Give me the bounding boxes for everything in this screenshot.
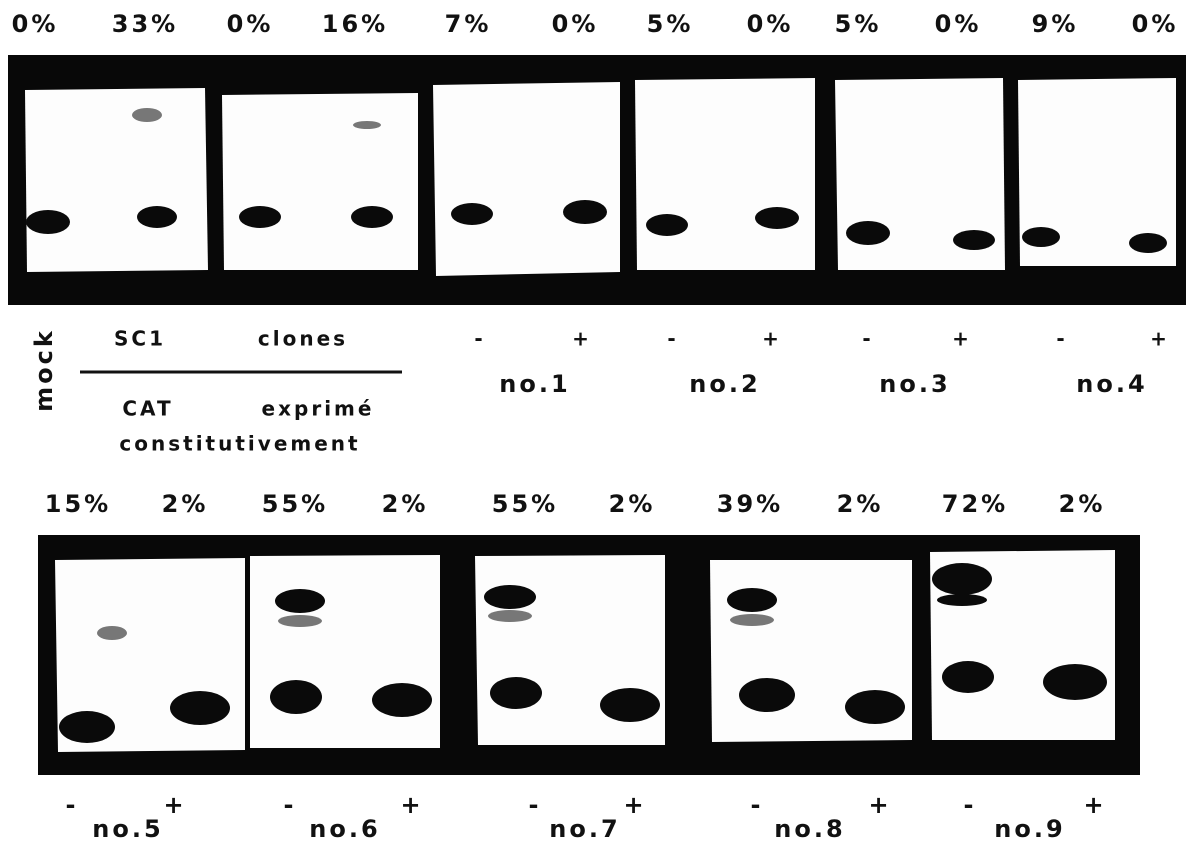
percent-label: 0% [1132,10,1179,38]
clones-label: clones [258,327,348,351]
minus-sign: - [66,791,79,819]
percent-label: 2% [837,490,884,518]
plus-sign: + [163,791,186,819]
plus-sign: + [868,791,891,819]
percent-label: 5% [835,10,882,38]
percent-label: 2% [162,490,209,518]
sc1-label: SC1 [114,327,166,351]
percent-label: 0% [12,10,59,38]
percent-label: 39% [717,490,783,518]
clone-name: no.1 [499,370,570,398]
percent-label: 5% [647,10,694,38]
percent-label: 16% [322,10,388,38]
clone-name: no.9 [994,815,1065,843]
minus-sign: - [529,791,542,819]
clone-name: no.4 [1076,370,1147,398]
minus-sign: - [964,791,977,819]
plus-sign: + [1083,791,1106,819]
percent-label: 9% [1032,10,1079,38]
clone-name: no.6 [309,815,380,843]
percent-label: 0% [552,10,599,38]
top-plate [8,55,1186,305]
plus-sign: + [572,327,592,351]
percent-label: 0% [747,10,794,38]
percent-label: 15% [45,490,111,518]
percent-label: 55% [492,490,558,518]
percent-label: 2% [609,490,656,518]
cat-label: CAT [122,397,173,421]
minus-sign: - [667,327,678,351]
bottom-plate [38,535,1140,775]
minus-sign: - [474,327,485,351]
plus-sign: + [623,791,646,819]
plus-sign: + [1150,327,1170,351]
percent-label: 0% [227,10,274,38]
percent-label: 2% [382,490,429,518]
clone-name: no.2 [689,370,760,398]
minus-sign: - [1056,327,1067,351]
clone-name: no.7 [549,815,620,843]
percent-label: 2% [1059,490,1106,518]
percent-label: 33% [112,10,178,38]
plus-sign: + [952,327,972,351]
clone-name: no.5 [92,815,163,843]
minus-sign: - [751,791,764,819]
percent-label: 72% [942,490,1008,518]
percent-label: 0% [935,10,982,38]
exprime-label: exprimé [262,397,375,421]
clone-name: no.8 [774,815,845,843]
clone-name: no.3 [879,370,950,398]
constitutivement-label: constitutivement [119,432,360,456]
plus-sign: + [762,327,782,351]
minus-sign: - [862,327,873,351]
plus-sign: + [400,791,423,819]
percent-label: 55% [262,490,328,518]
mock-label: mock [30,328,58,412]
minus-sign: - [284,791,297,819]
figure: 0% 33% 0% 16% 7% 0% 5% 0% 5% 0% 9% 0% mock SC1 clones C… [0,0,1186,850]
percent-label: 7% [445,10,492,38]
